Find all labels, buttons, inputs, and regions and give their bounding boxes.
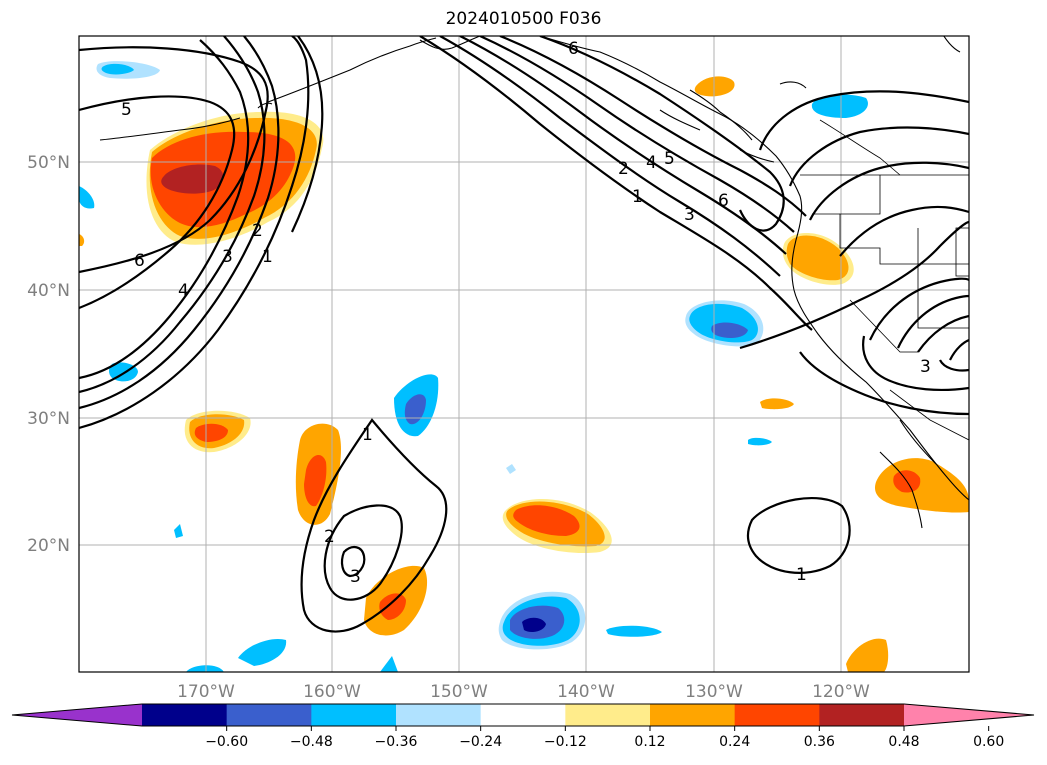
negative-anomaly-28n-127w [748,437,772,446]
contour-label: 3 [350,567,361,587]
colorbar-tick-label: 0.24 [719,734,750,750]
latitude-labels: 50°N 40°N 30°N 20°N [27,153,70,556]
lon-label-140w: 140°W [557,682,615,702]
colorbar-tick-label: −0.24 [459,734,502,750]
negative-anomaly-aleutian-core [101,63,134,75]
negative-anomaly-17n-137w [606,625,662,637]
positive-anomaly-28n-red [194,423,228,442]
contour-label: 3 [920,357,931,377]
contour-label: 5 [121,100,132,120]
longitude-labels: 170°W 160°W 150°W 140°W 130°W 120°W [177,682,870,702]
lat-label-30n: 30°N [27,409,70,429]
colorbar-outline [11,703,1035,727]
contour-label: 1 [362,425,373,445]
contour-label: 3 [684,205,695,225]
colorbar-extend-min [12,704,142,726]
map-panel: 5 6 4 3 2 1 6 2 4 5 1 3 6 1 2 3 1 3 [79,36,969,672]
colorbar-tick-label: −0.12 [544,734,587,750]
positive-anomaly-darkred [161,164,224,194]
colorbar-tick-label: 0.12 [634,734,665,750]
colorbar-segment [734,704,820,726]
political-borders [800,119,969,441]
negative-anomaly-bottom-156w [380,656,398,672]
contour-label: 5 [664,149,675,169]
contour-label: 2 [618,159,629,179]
shaded-anomaly-fields [79,61,969,672]
negative-anomaly-bottom-170w [186,665,224,672]
colorbar-tick-label: 0.36 [804,734,835,750]
colorbar-segment [650,704,736,726]
positive-anomaly-baja [874,458,969,513]
positive-anomaly-hawaii-north-red [304,455,327,507]
colorbar-segment [819,704,905,726]
colorbar-segment [396,704,482,726]
lat-label-50n: 50°N [27,153,70,173]
colorbar-tick-label: −0.48 [290,734,333,750]
colorbar-tick-label: 0.60 [973,734,1004,750]
contour-label: 1 [796,565,807,585]
lon-label-120w: 120°W [812,682,870,702]
colorbar-segment [311,704,397,726]
lat-label-20n: 20°N [27,536,70,556]
contour-label: 2 [252,221,263,241]
negative-anomaly-small-176w [174,524,183,538]
negative-anomaly-13n-navy [522,617,546,632]
lon-label-150w: 150°W [430,682,488,702]
colorbar-tick-label: −0.36 [375,734,418,750]
contour-value-labels: 5 6 4 3 2 1 6 2 4 5 1 3 6 1 2 3 1 3 [121,39,931,587]
lon-label-170w: 170°W [177,682,235,702]
contour-label: 1 [262,247,273,267]
map-frame [78,35,970,673]
lon-label-130w: 130°W [685,682,743,702]
negative-anomaly-nw-canada [811,94,868,118]
lon-label-160w: 160°W [303,682,361,702]
gridlines [79,36,969,672]
positive-anomaly-bottom-right [846,638,889,672]
negative-anomaly-small-146w [506,464,516,474]
colorbar-tick-label: −0.60 [205,734,248,750]
contour-label: 2 [324,527,335,547]
colorbar-segment [565,704,651,726]
colorbar-segment [142,704,228,726]
colorbar-segment [226,704,312,726]
contour-label: 4 [646,153,657,173]
negative-anomaly-40n-132w-core [711,322,748,338]
contour-label: 1 [632,187,643,207]
negative-anomaly-10n-162w [238,638,287,666]
colorbar [11,703,1035,727]
contour-label: 3 [222,247,233,267]
contour-label: 4 [178,281,189,301]
contour-lines [79,36,969,633]
coastlines [99,36,969,529]
positive-anomaly-31n-126w [760,398,794,410]
colorbar-extend-max [904,704,1034,726]
contour-label: 6 [718,191,729,211]
negative-anomaly-30n-152w-core [404,394,426,425]
lat-label-40n: 40°N [27,281,70,301]
positive-anomaly-ca-coast-orange [786,235,849,281]
positive-anomaly-bc [694,76,735,97]
colorbar-tick-label: 0.48 [888,734,919,750]
map-title: 2024010500 F036 [445,9,602,29]
colorbar-segment [480,704,566,726]
colorbar-tick-labels: −0.60 −0.48 −0.36 −0.24 −0.12 0.12 0.24 0.36 0.4… [205,726,1004,750]
positive-anomaly-west-edge [79,234,85,246]
positive-anomaly-22n-143w-red [513,505,580,536]
positive-anomaly-15n-red [379,593,406,620]
contour-label: 6 [134,251,145,271]
negative-anomaly-west-edge [79,186,95,209]
contour-label: 6 [568,39,579,59]
